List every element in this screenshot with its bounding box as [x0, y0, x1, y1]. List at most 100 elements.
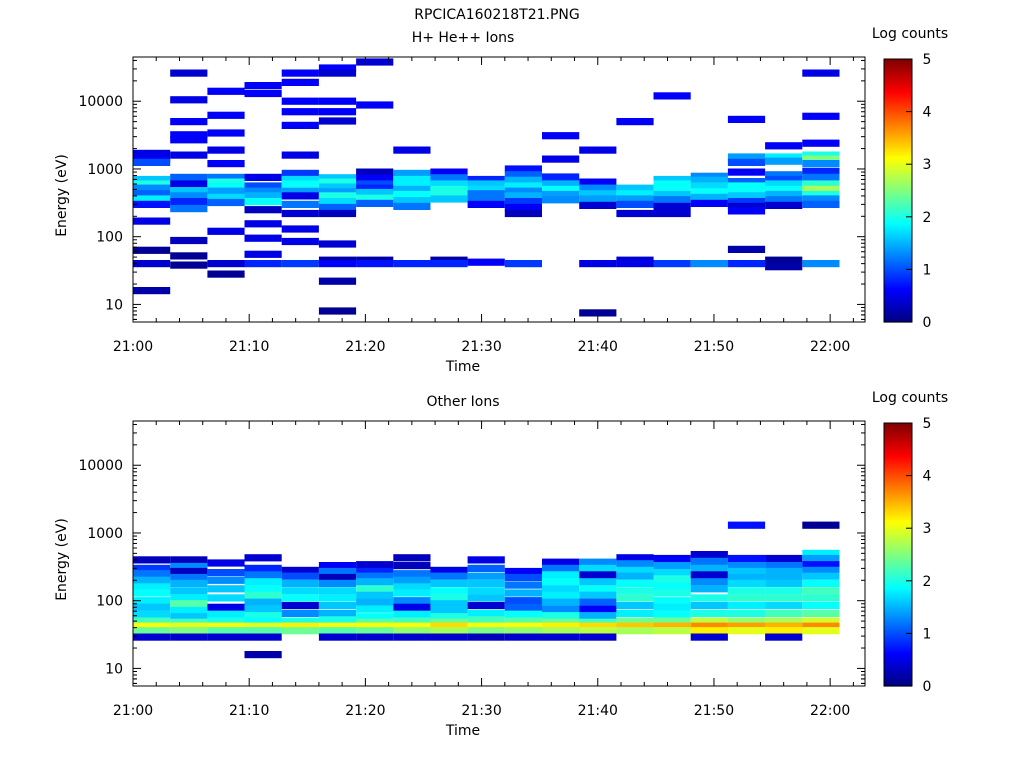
- colorbar-segment: [884, 506, 912, 510]
- heatmap-cell: [430, 180, 468, 188]
- colorbar-segment: [884, 620, 912, 624]
- heatmap-cell: [579, 633, 617, 641]
- heatmap-cell: [430, 613, 468, 621]
- heatmap-cell: [802, 554, 840, 563]
- heatmap-cell: [318, 192, 357, 200]
- heatmap-cell: [653, 209, 691, 218]
- colorbar-segment: [884, 477, 912, 481]
- y-tick-label: 10: [105, 661, 123, 677]
- heatmap-cell: [207, 559, 245, 567]
- heatmap-cell: [616, 622, 654, 630]
- colorbar-segment: [884, 247, 912, 251]
- heatmap-cell: [579, 571, 617, 579]
- heatmap-cell: [690, 633, 728, 641]
- heatmap-cell: [802, 521, 840, 529]
- heatmap-cell: [356, 591, 394, 599]
- heatmap-cell: [244, 633, 282, 641]
- heatmap-cell: [430, 566, 468, 574]
- heatmap-cell: [616, 260, 654, 268]
- colorbar-segment: [884, 567, 912, 571]
- y-tick-label: 100: [96, 594, 123, 610]
- y-tick-label: 10000: [78, 94, 123, 110]
- colorbar-segment: [884, 672, 912, 676]
- heatmap-cell: [281, 78, 319, 86]
- colorbar-segment: [884, 569, 912, 573]
- heatmap-cell: [727, 198, 766, 206]
- colorbar-segment: [884, 679, 912, 683]
- colorbar-segment: [884, 297, 912, 301]
- heatmap-cell: [133, 217, 171, 225]
- heatmap-cell: [281, 169, 319, 177]
- heatmap-cell: [318, 188, 357, 196]
- y-tick-label: 10000: [78, 458, 123, 474]
- colorbar: 0 1 2 3 4 5 Log counts: [872, 26, 948, 331]
- heatmap-cell: [393, 583, 431, 591]
- panel-1: 21:00 21:10 21:20 21:30 21:40 21:50 22:0010100…: [54, 26, 948, 375]
- heatmap-cell: [616, 195, 654, 203]
- colorbar-segment: [884, 166, 912, 170]
- heatmap-cell: [504, 260, 542, 268]
- colorbar-segment: [884, 102, 912, 106]
- x-tick-label: 21:20: [345, 703, 385, 719]
- heatmap-cell: [244, 598, 282, 606]
- colorbar-segment: [884, 510, 912, 514]
- heatmap-cell: [579, 190, 617, 198]
- heatmap-cell: [579, 195, 617, 203]
- colorbar-segment: [884, 317, 912, 321]
- heatmap-cell: [207, 610, 245, 618]
- heatmap-cell: [653, 610, 691, 618]
- heatmap-cell: [133, 564, 171, 572]
- colorbar-segment: [884, 238, 912, 242]
- colorbar-segment: [884, 137, 912, 141]
- colorbar-segment: [884, 550, 912, 553]
- colorbar-tick-label: 5: [923, 416, 932, 432]
- heatmap-cells: [133, 58, 840, 317]
- colorbar-segment: [884, 304, 912, 308]
- heatmap-cell: [133, 200, 171, 208]
- heatmap-cell: [393, 554, 431, 562]
- colorbar-segment: [884, 624, 912, 628]
- colorbar-segment: [884, 140, 912, 143]
- x-tick-label: 21:50: [694, 703, 734, 719]
- heatmap-cell: [727, 260, 766, 268]
- colorbar-segment: [884, 460, 912, 464]
- heatmap-cell: [690, 578, 728, 586]
- x-axis-label: Time: [445, 723, 480, 739]
- heatmap-cell: [542, 185, 580, 193]
- heatmap-cell: [244, 591, 282, 599]
- heatmap-cell: [133, 180, 171, 188]
- heatmap-cell: [765, 157, 803, 165]
- heatmap-cell: [802, 561, 840, 569]
- heatmap-cell: [765, 609, 803, 617]
- heatmap-cell: [244, 192, 282, 200]
- heatmap-cell: [727, 521, 766, 529]
- heatmap-cell: [467, 190, 505, 198]
- colorbar-segment: [884, 442, 912, 446]
- colorbar-tick-label: 2: [923, 210, 932, 226]
- colorbar-segment: [884, 547, 912, 551]
- heatmap-cell: [170, 118, 208, 126]
- heatmap-cell: [318, 567, 357, 576]
- heatmap-cell: [318, 203, 357, 212]
- colorbar-segment: [884, 600, 912, 604]
- heatmap-cell: [170, 69, 208, 77]
- heatmap-cell: [727, 554, 766, 563]
- heatmap-cell: [504, 581, 542, 589]
- heatmap-cell: [207, 569, 245, 577]
- heatmap-cell: [393, 576, 431, 584]
- colorbar-segment: [884, 633, 912, 637]
- x-tick-label: 21:10: [229, 703, 269, 719]
- heatmap-cell: [318, 174, 357, 182]
- heatmap-cell: [653, 562, 691, 570]
- colorbar-segment: [884, 425, 912, 428]
- heatmap-cell: [318, 594, 357, 602]
- colorbar-segment: [884, 61, 912, 64]
- panels: 21:00 21:10 21:20 21:30 21:40 21:50 22:0010100…: [54, 26, 948, 739]
- colorbar-segment: [884, 282, 912, 286]
- heatmap-cell: [727, 622, 766, 630]
- heatmap-cell: [802, 587, 840, 595]
- colorbar-segment: [884, 431, 912, 435]
- heatmap-cell: [504, 603, 542, 611]
- heatmap-cell: [802, 190, 840, 199]
